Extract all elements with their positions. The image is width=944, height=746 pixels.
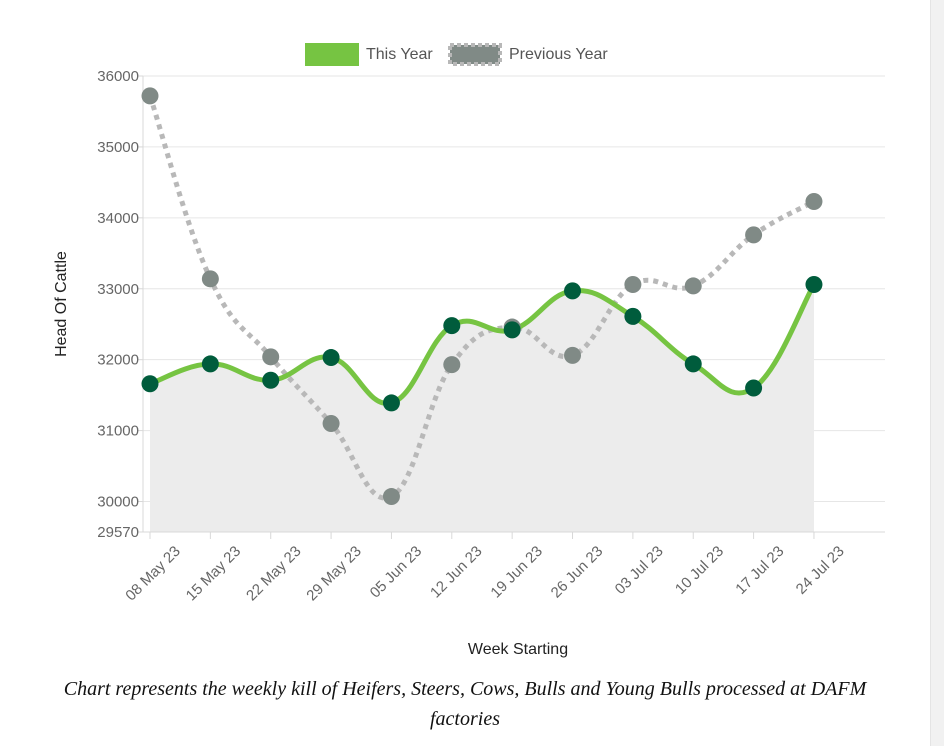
legend-item-previous-year[interactable]: Previous Year [448, 43, 608, 66]
x-tick-label: 26 Jun 23 [548, 543, 607, 602]
x-tick-label: 08 May 23 [122, 543, 184, 605]
point-this-year [443, 317, 461, 335]
point-previous-year [443, 356, 461, 374]
legend: This Year Previous Year [305, 43, 608, 66]
x-tick-label: 12 Jun 23 [427, 543, 486, 602]
x-tick-label: 05 Jun 23 [367, 543, 426, 602]
point-this-year [624, 307, 642, 325]
y-tick-labels: 29570 30000 31000 32000 33000 34000 35000 36000 [97, 68, 139, 541]
axes [137, 75, 885, 539]
legend-item-this-year[interactable]: This Year [305, 43, 433, 66]
point-this-year [382, 394, 400, 412]
point-previous-year [262, 348, 280, 366]
x-tick-label: 29 May 23 [303, 543, 365, 605]
point-previous-year [564, 346, 582, 364]
point-previous-year [382, 488, 400, 506]
point-this-year [805, 275, 823, 293]
point-this-year [503, 321, 521, 339]
scrollbar-track[interactable] [930, 0, 944, 746]
x-tick-label: 22 May 23 [243, 543, 305, 605]
point-previous-year [805, 193, 823, 211]
x-axis-title: Week Starting [468, 641, 568, 658]
x-tick-label: 10 Jul 23 [672, 543, 727, 598]
legend-swatch-this-year [305, 43, 359, 66]
point-this-year [141, 375, 159, 393]
y-tick-label: 31000 [97, 423, 139, 440]
point-previous-year [745, 226, 763, 244]
y-tick-label: 33000 [97, 281, 139, 298]
point-this-year [201, 355, 219, 373]
y-tick-label: 35000 [97, 139, 139, 156]
x-tick-label: 17 Jul 23 [732, 543, 787, 598]
legend-label-previous-year: Previous Year [509, 46, 608, 63]
y-axis-title: Head Of Cattle [53, 251, 70, 357]
legend-swatch-previous-year [448, 43, 502, 66]
series-points [141, 87, 823, 506]
x-tick-label: 19 Jun 23 [487, 543, 546, 602]
area-this-year [150, 284, 814, 532]
point-previous-year [201, 270, 219, 288]
x-tick-label: 03 Jul 23 [612, 543, 667, 598]
point-previous-year [624, 275, 642, 293]
y-tick-label: 34000 [97, 210, 139, 227]
x-tick-label: 15 May 23 [183, 543, 245, 605]
point-this-year [684, 355, 702, 373]
area-layer [150, 284, 814, 532]
point-this-year [322, 349, 340, 367]
line-chart: 29570 30000 31000 32000 33000 34000 35000 36000… [53, 43, 885, 658]
y-tick-label: 30000 [97, 494, 139, 511]
y-tick-label: 36000 [97, 68, 139, 85]
point-previous-year [322, 414, 340, 432]
y-tick-label: 32000 [97, 352, 139, 369]
legend-label-this-year: This Year [366, 46, 433, 63]
point-previous-year [141, 87, 159, 105]
point-previous-year [684, 277, 702, 295]
point-this-year [564, 282, 582, 300]
y-tick-label: 29570 [97, 524, 139, 541]
point-this-year [745, 379, 763, 397]
chart-caption: Chart represents the weekly kill of Heif… [63, 678, 867, 730]
point-this-year [262, 371, 280, 389]
x-tick-label: 24 Jul 23 [793, 543, 848, 598]
